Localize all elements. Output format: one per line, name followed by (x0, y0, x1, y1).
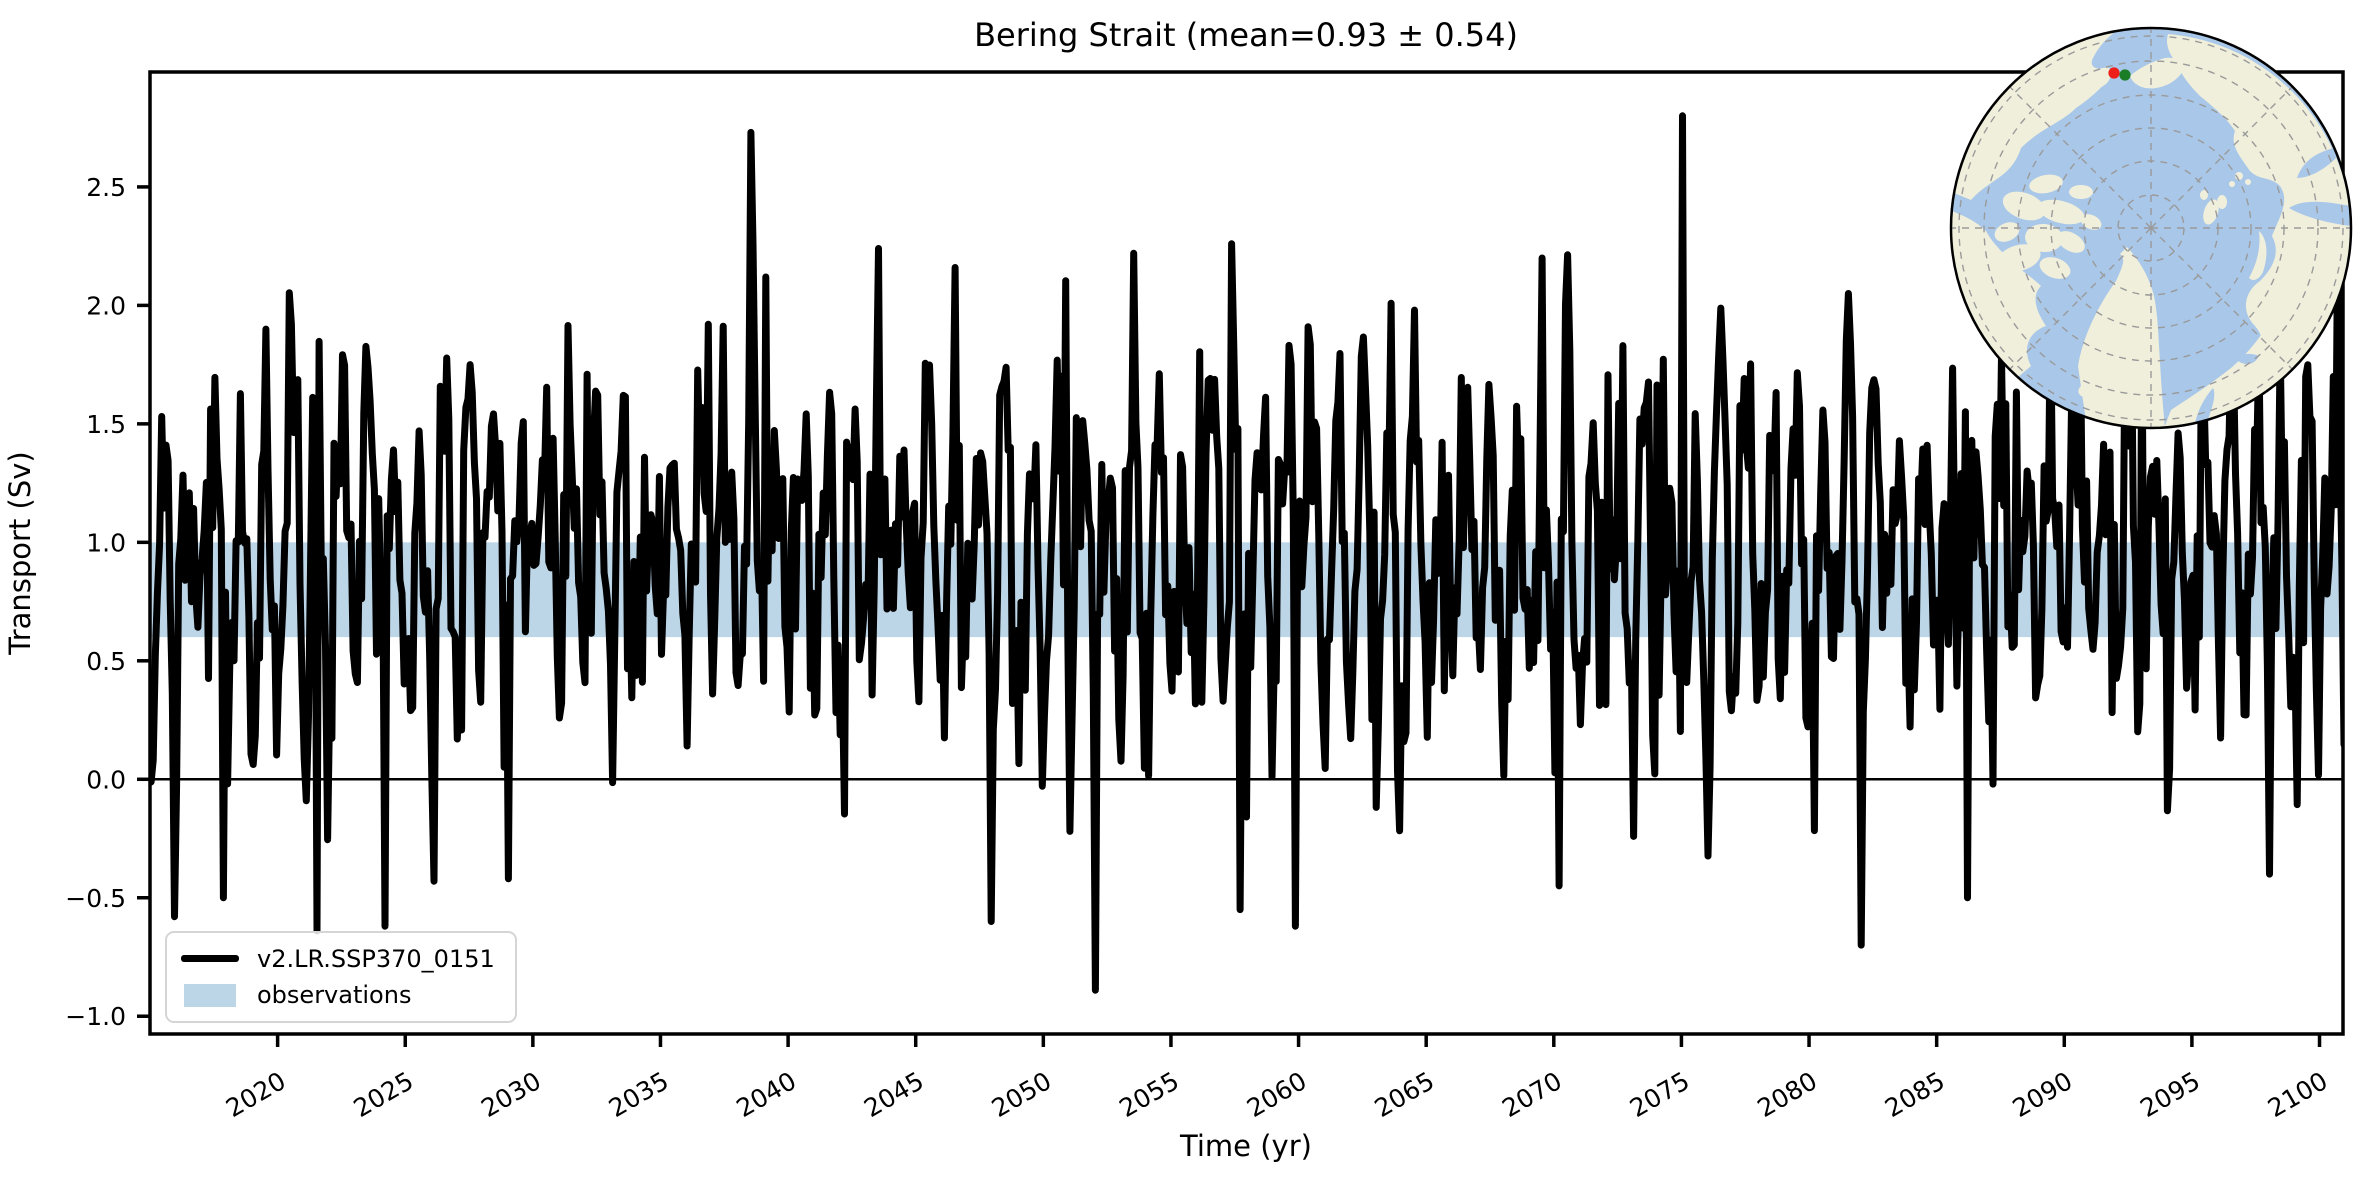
legend-entry-observations: observations (181, 982, 515, 1008)
y-tick-label: 0.0 (86, 765, 126, 794)
bering-strait-marker-green (2119, 69, 2131, 81)
legend-patch-swatch (184, 983, 236, 1007)
plot-area: 2020 2025 2030 2035 2040 2045 2050 2055 2060 2065… (65, 70, 2345, 1123)
legend-label-series: v2.LR.SSP370_0151 (257, 944, 495, 973)
x-tick-label: 2050 (987, 1066, 1057, 1123)
land-alaska (1954, 31, 2116, 200)
x-tick-label: 2075 (1625, 1066, 1695, 1123)
land-scandinavia (2164, 326, 2267, 428)
y-axis-label: Transport (Sv) (3, 451, 37, 656)
land-canada (1951, 211, 2046, 383)
legend-entry-series: v2.LR.SSP370_0151 (181, 944, 515, 973)
legend-line-swatch (181, 955, 239, 963)
x-tick-label: 2030 (476, 1066, 546, 1123)
y-tick-label: 1.0 (86, 528, 126, 557)
y-tick-label: 1.5 (86, 410, 126, 439)
x-tick-label: 2080 (1752, 1066, 1822, 1123)
inset-map (1949, 26, 2353, 430)
chart-title: Bering Strait (mean=0.93 ± 0.54) (974, 16, 1518, 54)
land-novaya-zemlya (2249, 231, 2267, 280)
x-tick-label: 2070 (1497, 1066, 1567, 1123)
inset-border (1949, 26, 2353, 430)
plot-border (148, 70, 2345, 1036)
x-axis-label: Time (yr) (1179, 1129, 1312, 1163)
land-chukotka-cape (2130, 57, 2183, 89)
legend-label-observations: observations (257, 981, 412, 1009)
x-tick-label: 2085 (1880, 1066, 1950, 1123)
x-tick-label: 2035 (604, 1066, 674, 1123)
y-tick-label: 0.5 (86, 647, 126, 676)
x-tick-label: 2040 (731, 1066, 801, 1123)
x-tick-label: 2020 (221, 1066, 291, 1123)
x-tick-label: 2065 (1370, 1066, 1440, 1123)
y-tick-label: 2.0 (86, 291, 126, 320)
bering-strait-marker-red (2108, 67, 2120, 79)
series-line (150, 112, 2343, 994)
legend: v2.LR.SSP370_0151 observations (165, 931, 517, 1023)
x-tick-label: 2090 (2008, 1066, 2078, 1123)
x-tick-label: 2095 (2135, 1066, 2205, 1123)
y-tick-label: −0.5 (65, 884, 126, 913)
y-tick-label: 2.5 (86, 173, 126, 202)
inset-landmasses (1951, 31, 2351, 428)
inset-inlets (2194, 148, 2351, 428)
x-tick-label: 2100 (2263, 1066, 2333, 1123)
x-tick-label: 2025 (349, 1066, 419, 1123)
land-seward-peninsula (2086, 73, 2110, 89)
land-siberia (2167, 34, 2351, 392)
inset-graticule (1951, 28, 2351, 428)
x-tick-label: 2045 (859, 1066, 929, 1123)
x-tick-label: 2060 (1242, 1066, 1312, 1123)
x-tick-label: 2055 (1114, 1066, 1184, 1123)
y-tick-label: −1.0 (65, 1002, 126, 1031)
